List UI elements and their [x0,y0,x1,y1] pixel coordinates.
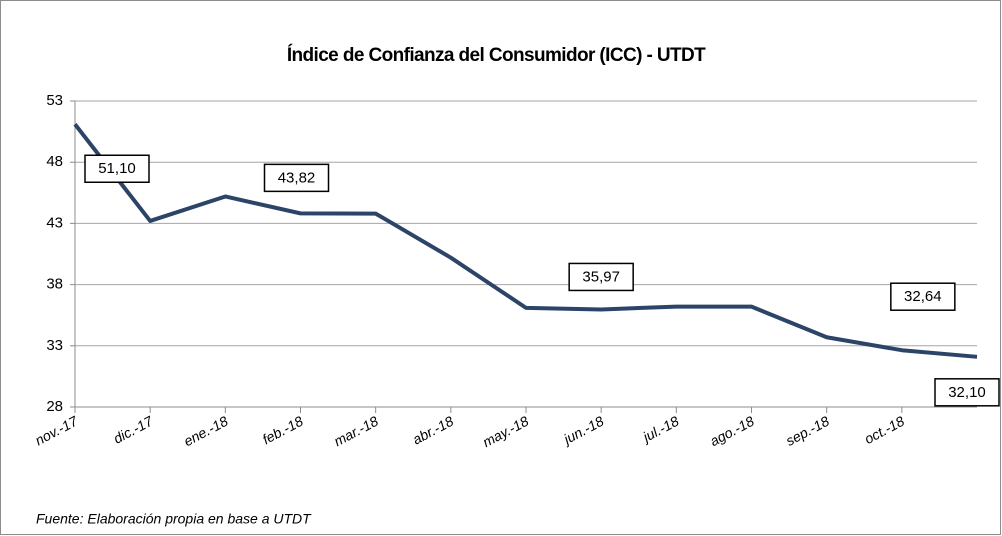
data-label-box [84,154,150,184]
data-label-box [568,262,634,292]
y-tick-label: 28 [46,398,63,415]
y-tick-label: 53 [46,92,63,109]
data-label: 32,10 [948,384,986,401]
data-label-box [934,378,1000,407]
y-tick-label: 33 [46,337,63,354]
data-label-box [263,163,330,193]
source-note: Fuente: Elaboración propia en base a UTD… [36,511,312,527]
y-tick-label: 38 [46,276,63,293]
y-tick-label: 48 [46,153,63,170]
data-label: 51,10 [98,160,136,177]
data-label-box [890,282,956,311]
chart-title: Índice de Confianza del Consumidor (ICC)… [287,44,706,66]
y-tick-label: 43 [46,214,63,231]
data-line [73,123,978,359]
data-label: 32,64 [904,288,942,305]
data-label: 43,82 [278,169,316,186]
data-label: 35,97 [582,268,620,285]
